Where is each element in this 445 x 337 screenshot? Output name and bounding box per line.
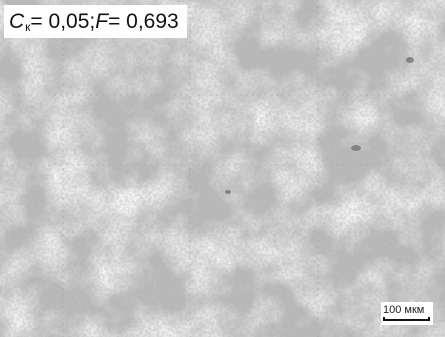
f-symbol: F: [95, 9, 109, 33]
c-subscript: к: [25, 19, 31, 34]
c-symbol: C: [9, 9, 25, 33]
f-value: = 0,693: [108, 9, 179, 33]
scale-bar-label: 100 мкм: [383, 304, 425, 316]
scale-bar: 100 мкм: [381, 302, 433, 325]
c-value: = 0,05;: [30, 9, 96, 33]
scale-bar-line: [383, 317, 430, 321]
